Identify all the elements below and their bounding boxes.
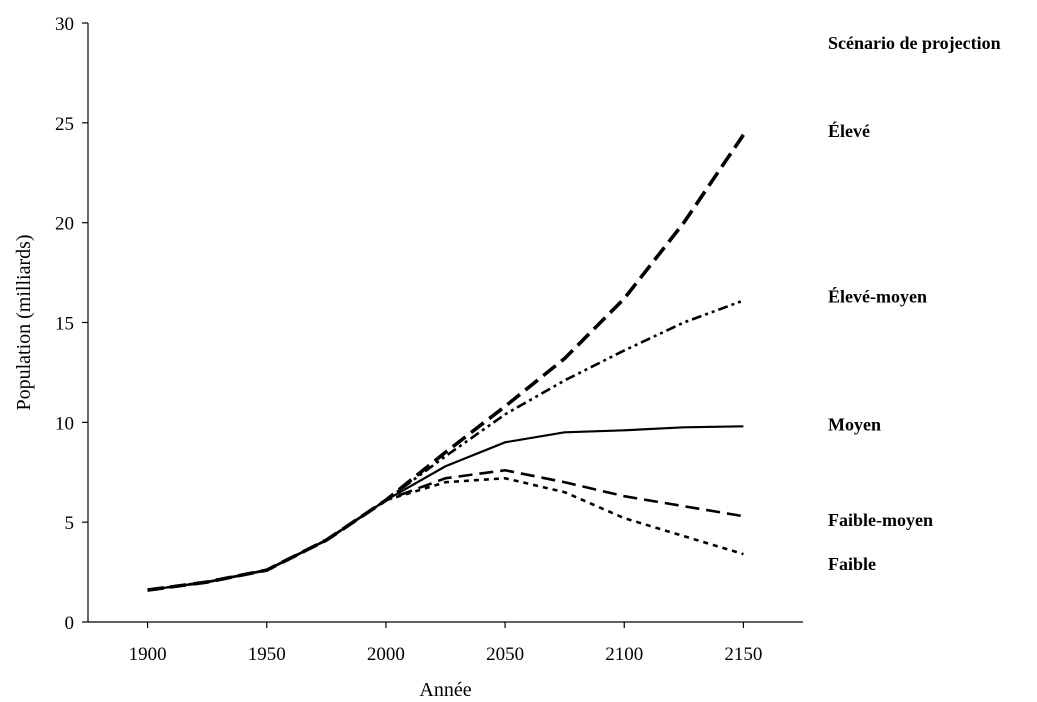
y-axis-ticks: 0 5 10 15 20 25 30	[55, 14, 88, 634]
series-label: Moyen	[828, 414, 881, 434]
y-tick-label: 5	[65, 513, 75, 534]
y-tick-label: 20	[55, 214, 74, 235]
series-line	[147, 476, 744, 592]
series-label: Élevé	[828, 120, 870, 141]
series-line	[147, 133, 745, 592]
plot-frame	[87, 23, 803, 623]
y-tick-label: 15	[55, 314, 74, 335]
x-tick-label: 2000	[367, 644, 405, 665]
y-tick-label: 25	[55, 114, 74, 135]
x-tick-label: 1950	[248, 644, 286, 665]
series-label: Faible	[828, 554, 876, 574]
x-axis-title: Année	[419, 679, 471, 701]
series-lines	[147, 133, 745, 592]
series-labels: Élevé Élevé-moyen Moyen Faible-moyen Faible	[828, 120, 933, 574]
x-tick-label: 2100	[605, 644, 643, 665]
x-axis-ticks: 1900 1950 2000 2050 2100 2150	[129, 622, 762, 665]
y-axis-title: Population (milliards)	[13, 234, 35, 410]
series-label: Élevé-moyen	[828, 286, 927, 307]
y-tick-label: 0	[65, 613, 75, 634]
series-line	[147, 299, 744, 592]
series-label: Faible-moyen	[828, 510, 933, 530]
x-tick-label: 2050	[486, 644, 524, 665]
y-tick-label: 10	[55, 413, 74, 434]
y-tick-label: 30	[55, 14, 74, 35]
series-line	[147, 468, 744, 592]
x-tick-label: 2150	[724, 644, 762, 665]
legend-title: Scénario de projection	[828, 33, 1001, 53]
x-tick-label: 1900	[129, 644, 167, 665]
